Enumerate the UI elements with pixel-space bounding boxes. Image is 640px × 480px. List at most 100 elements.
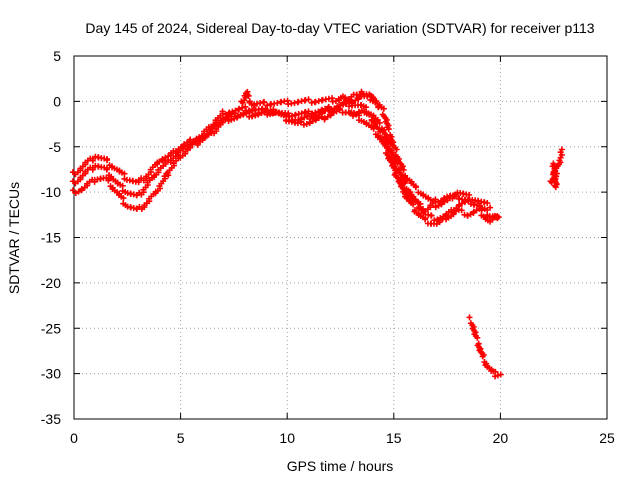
data-point — [484, 200, 491, 207]
data-point — [458, 207, 465, 214]
data-point — [231, 115, 238, 122]
data-point — [334, 103, 341, 110]
data-point — [366, 111, 373, 118]
data-point — [428, 212, 435, 219]
data-point — [261, 98, 268, 105]
data-point — [226, 109, 233, 116]
data-point — [305, 96, 312, 103]
data-point — [375, 104, 382, 111]
chart-title: Day 145 of 2024, Sidereal Day-to-day VTE… — [85, 20, 594, 36]
data-point — [402, 187, 409, 194]
data-point — [305, 108, 312, 115]
data-point — [245, 92, 252, 99]
axis-ticks: 0 5 10 15 20 25 5 0 -5 -10 -15 -20 -25 -30 -35 — [41, 48, 615, 446]
series-drop_segment — [466, 314, 504, 380]
gridlines — [74, 56, 607, 419]
data-point — [422, 216, 429, 223]
data-point — [340, 99, 347, 106]
data-point — [232, 107, 239, 114]
data-point — [251, 101, 258, 108]
series-band_e — [238, 88, 382, 111]
x-tick-label: 20 — [493, 430, 509, 446]
data-point — [225, 117, 232, 124]
y-tick-label: -5 — [49, 139, 62, 155]
data-point — [337, 102, 344, 109]
data-point — [262, 105, 269, 112]
data-point — [558, 146, 565, 153]
data-point — [363, 104, 370, 111]
data-point — [304, 112, 311, 119]
data-point — [380, 105, 387, 112]
x-axis-label: GPS time / hours — [287, 458, 394, 474]
y-tick-label: -25 — [41, 320, 61, 336]
data-point — [103, 166, 110, 173]
data-point — [228, 116, 235, 123]
y-axis-label: SDTVAR / TECUs — [6, 182, 22, 294]
data-point — [331, 105, 338, 112]
data-point — [121, 170, 128, 177]
data-point — [417, 200, 424, 207]
y-tick-label: 0 — [53, 93, 61, 109]
y-tick-label: -10 — [41, 184, 61, 200]
data-point — [373, 98, 380, 105]
data-point — [497, 371, 504, 378]
data-point — [376, 119, 383, 126]
data-point — [303, 120, 310, 127]
data-point — [312, 116, 319, 123]
y-tick-label: -20 — [41, 275, 61, 291]
data-point — [452, 191, 459, 198]
data-point — [387, 148, 394, 155]
data-point — [412, 184, 419, 191]
data-point — [298, 118, 305, 125]
data-point — [294, 120, 301, 127]
x-tick-label: 15 — [386, 430, 402, 446]
data-point — [120, 195, 127, 202]
x-tick-label: 25 — [599, 430, 615, 446]
data-point — [325, 103, 332, 110]
data-point — [479, 353, 486, 360]
data-point — [322, 105, 329, 112]
data-point — [465, 197, 472, 204]
data-point — [466, 314, 473, 321]
data-point — [119, 182, 126, 189]
x-tick-label: 5 — [177, 430, 185, 446]
data-points — [69, 88, 565, 380]
y-tick-label: -30 — [41, 366, 61, 382]
data-point — [474, 334, 481, 341]
data-point — [306, 119, 313, 126]
data-point — [222, 111, 229, 118]
data-point — [252, 112, 259, 119]
data-point — [309, 110, 316, 117]
data-point — [234, 113, 241, 120]
data-point — [315, 108, 322, 115]
data-point — [105, 177, 112, 184]
data-point — [400, 166, 407, 173]
data-point — [494, 213, 501, 220]
y-tick-label: -15 — [41, 230, 61, 246]
data-point — [370, 125, 377, 132]
data-point — [219, 108, 226, 115]
data-point — [300, 121, 307, 128]
data-point — [393, 169, 400, 176]
data-point — [236, 105, 243, 112]
data-point — [229, 108, 236, 115]
data-point — [393, 146, 400, 153]
series-band_d — [347, 107, 472, 215]
x-tick-label: 0 — [70, 430, 78, 446]
data-point — [219, 117, 226, 124]
data-point — [494, 372, 501, 379]
data-point — [319, 106, 326, 113]
data-point — [309, 118, 316, 125]
series-late_cluster — [547, 146, 565, 191]
data-point — [328, 106, 335, 113]
data-point — [478, 207, 485, 214]
data-point — [237, 112, 244, 119]
data-point — [492, 373, 499, 380]
y-tick-label: 5 — [53, 48, 61, 64]
y-tick-label: -35 — [41, 411, 61, 427]
data-point — [487, 204, 494, 211]
data-point — [385, 126, 392, 133]
x-tick-label: 10 — [279, 430, 295, 446]
